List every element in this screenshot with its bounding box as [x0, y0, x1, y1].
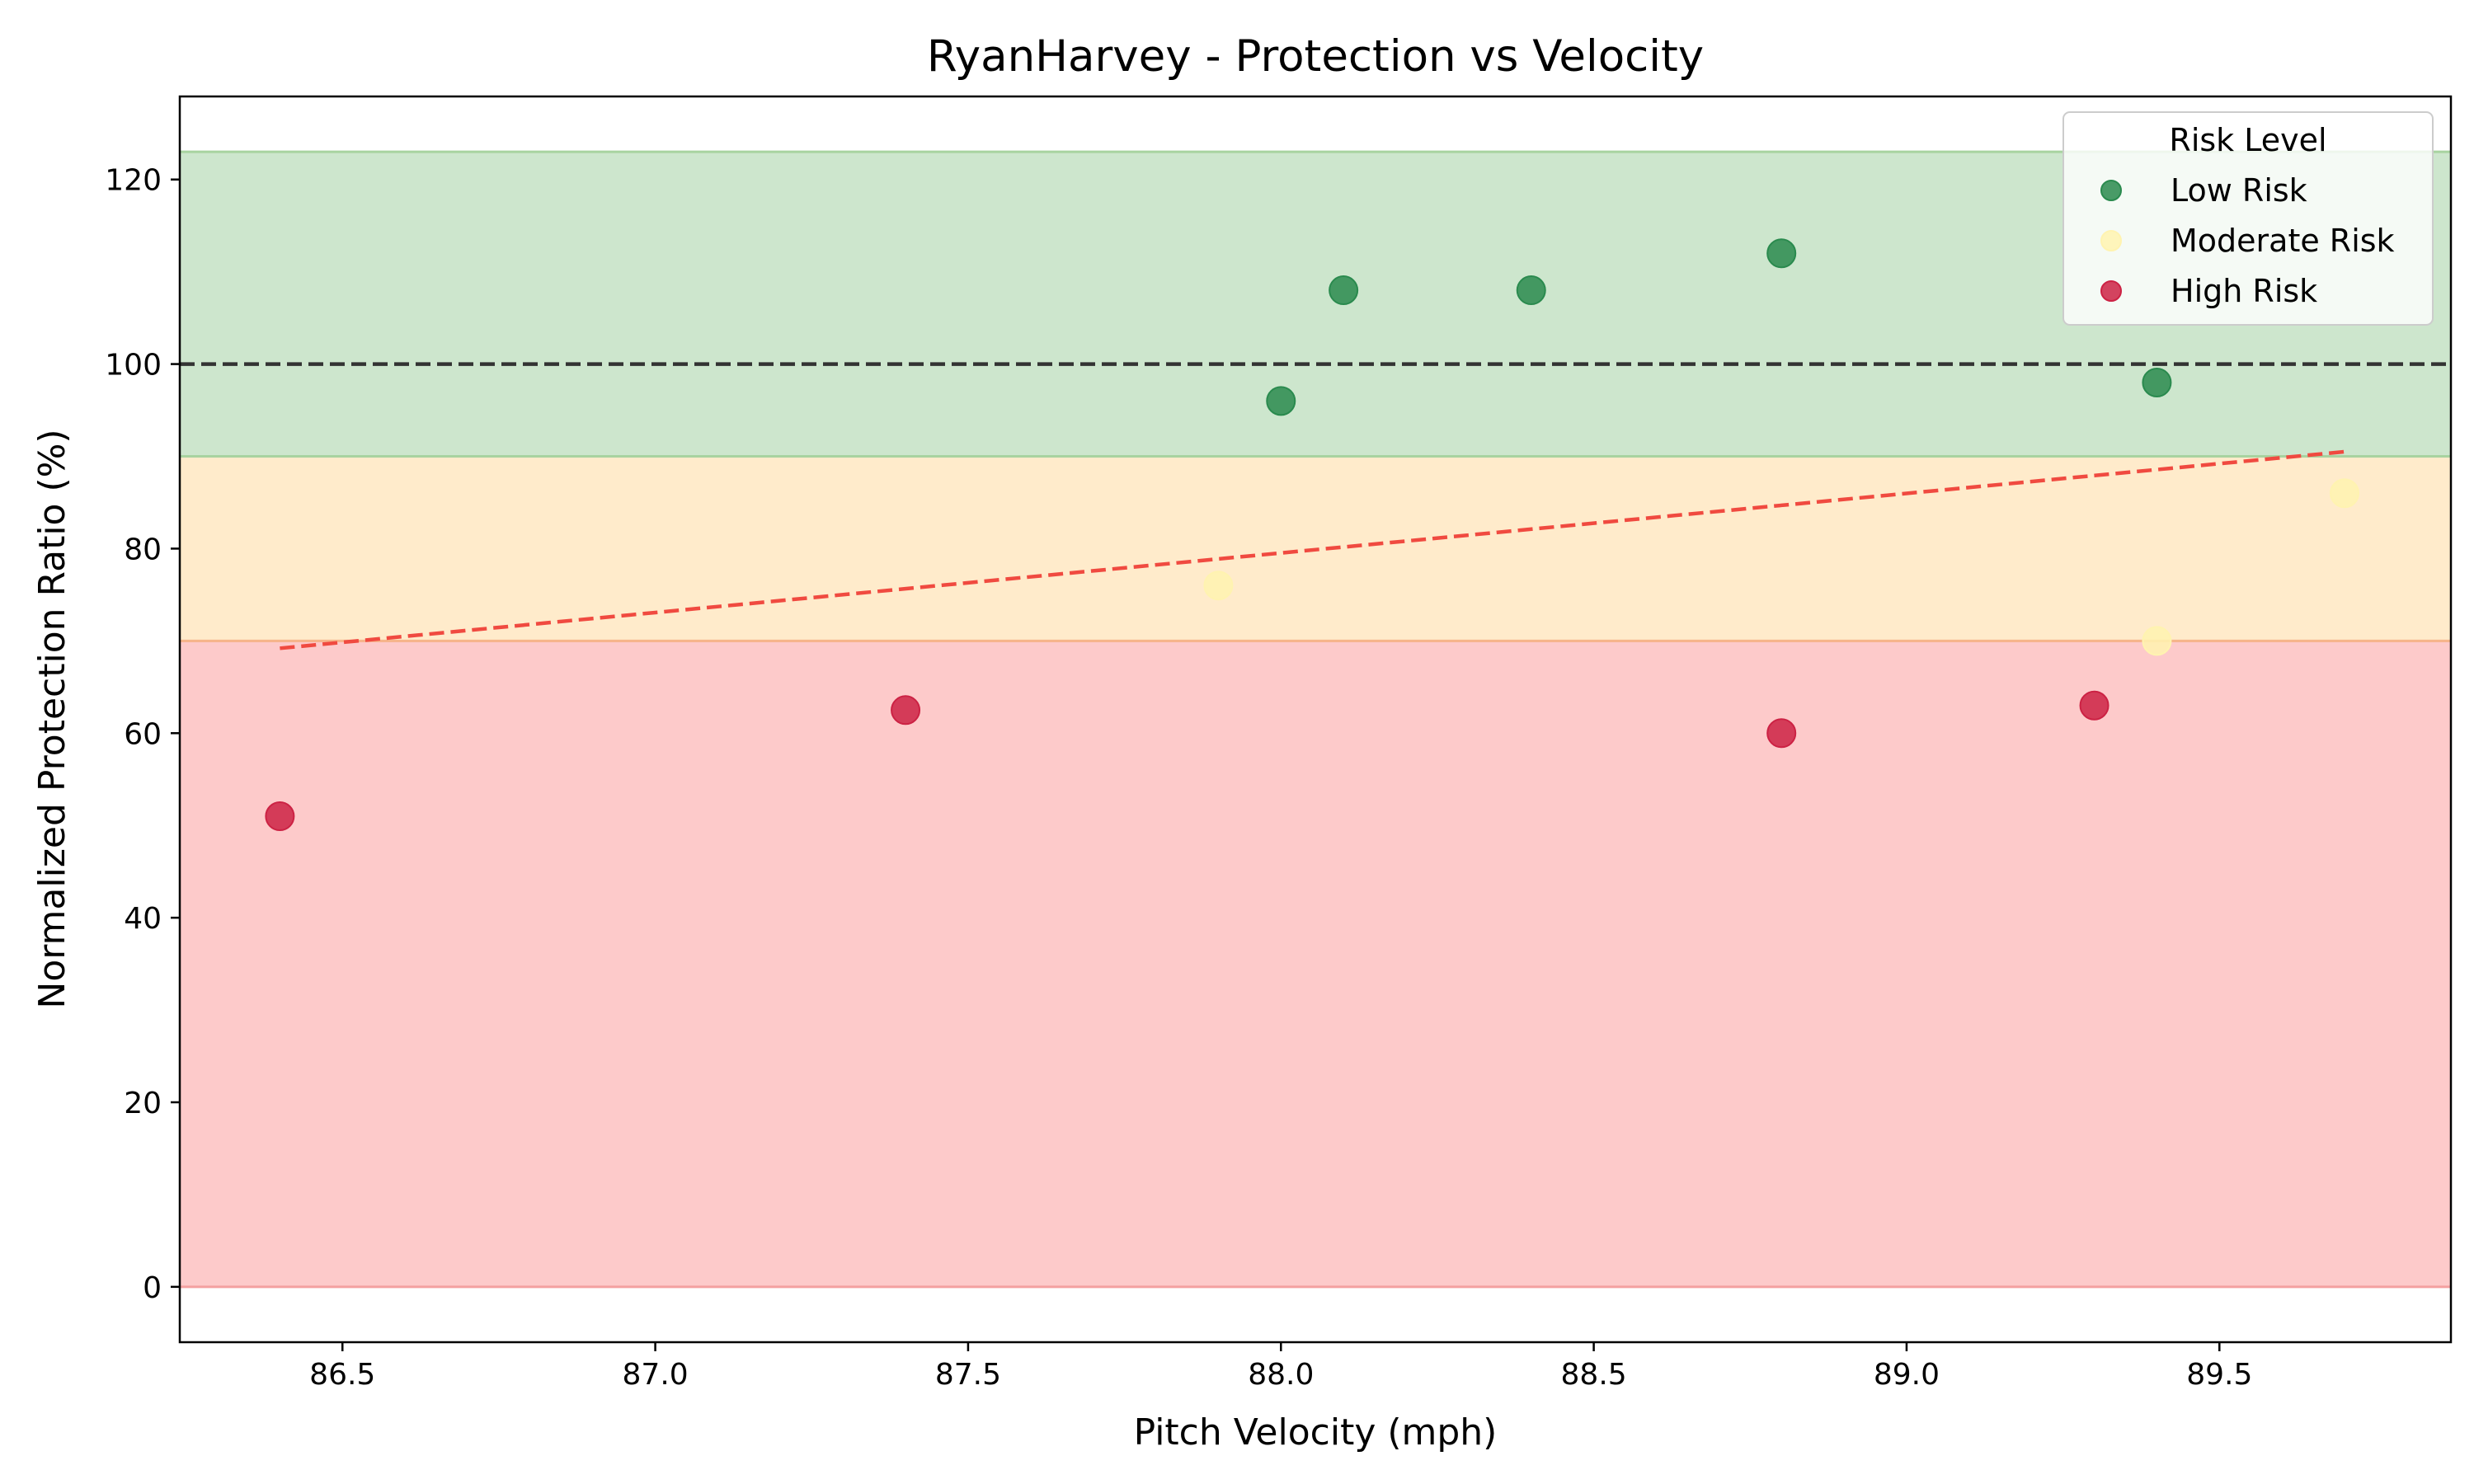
legend-box: [2062, 111, 2434, 326]
legend-label: Moderate Risk: [2171, 223, 2395, 259]
point-high-risk: [1766, 718, 1797, 749]
y-tick-label: 80: [124, 533, 162, 566]
risk-band: [180, 641, 2451, 1287]
legend-marker: [2100, 230, 2122, 251]
point-low-risk: [1516, 275, 1546, 306]
x-tick-label: 87.0: [623, 1358, 689, 1392]
point-low-risk: [1329, 275, 1359, 306]
point-moderate-risk: [2142, 626, 2172, 656]
point-low-risk: [2142, 367, 2172, 397]
point-high-risk: [891, 695, 921, 726]
axes-frame: [178, 95, 2453, 1344]
point-high-risk: [265, 801, 295, 832]
point-high-risk: [2079, 690, 2109, 721]
y-tick-label: 120: [105, 164, 162, 198]
x-tick-label: 88.5: [1561, 1358, 1627, 1392]
legend-label: High Risk: [2171, 273, 2317, 309]
y-tick-label: 20: [124, 1087, 162, 1120]
y-tick-label: 40: [124, 902, 162, 936]
legend-title: Risk Level: [2169, 122, 2326, 158]
legend-marker: [2100, 180, 2122, 201]
point-moderate-risk: [2330, 478, 2360, 509]
y-tick-label: 100: [105, 349, 162, 383]
legend-label: Low Risk: [2171, 172, 2307, 209]
point-low-risk: [1766, 238, 1797, 269]
x-tick-label: 86.5: [309, 1358, 375, 1392]
x-tick-label: 87.5: [935, 1358, 1001, 1392]
y-tick-label: 60: [124, 717, 162, 751]
trend-line: [280, 449, 2345, 650]
legend-marker: [2100, 280, 2122, 302]
y-tick-label: 0: [143, 1271, 162, 1305]
point-low-risk: [1266, 386, 1296, 416]
x-tick-label: 89.5: [2186, 1358, 2252, 1392]
chart-title: RyanHarvey - Protection vs Velocity: [927, 31, 1704, 82]
plot-area: 86.5 87.0 87.5 88.0 88.5 89.0 89.5 0 20 40 60 80 100…: [105, 95, 2453, 1392]
point-moderate-risk: [1203, 571, 1234, 601]
x-tick-label: 88.0: [1248, 1358, 1314, 1392]
y-axis-label: Normalized Protection Ratio (%): [31, 429, 73, 1008]
x-axis-label: Pitch Velocity (mph): [1134, 1411, 1498, 1453]
x-tick-label: 89.0: [1874, 1358, 1940, 1392]
